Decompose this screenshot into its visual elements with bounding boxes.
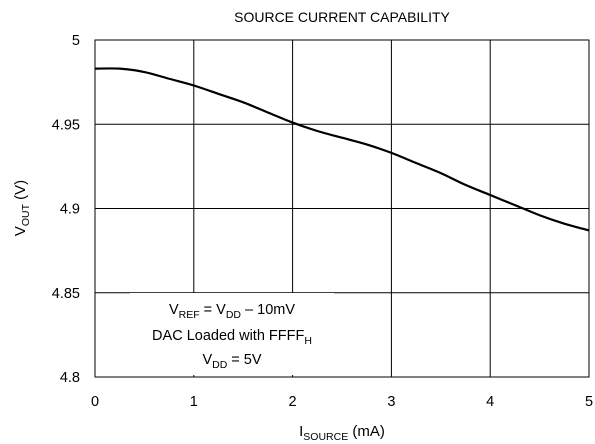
x-axis-label: ISOURCE (mA) xyxy=(299,423,385,443)
x-tick-label: 1 xyxy=(190,394,198,410)
annotation-line: DAC Loaded with FFFFH xyxy=(152,328,312,347)
x-tick-label: 0 xyxy=(91,394,99,410)
annotation-line: VREF = VDD – 10mV xyxy=(169,302,295,321)
y-tick-label: 4.95 xyxy=(52,117,80,133)
series-line xyxy=(94,67,590,232)
y-axis-label-main: V xyxy=(12,226,29,236)
y-axis-label-sub: OUT xyxy=(20,203,32,226)
annotation-background xyxy=(130,293,334,375)
x-axis-label-rest: (mA) xyxy=(348,423,385,440)
x-axis-label-sub: SOURCE xyxy=(303,431,348,443)
y-tick-label: 5 xyxy=(72,33,80,49)
annotation-box: VREF = VDD – 10mV DAC Loaded with FFFFH VD… xyxy=(130,293,334,375)
tick-labels: 0 1 2 3 4 5 4.8 4.85 4.9 4.95 5 xyxy=(52,33,593,410)
x-tick-label: 3 xyxy=(387,394,395,410)
y-tick-label: 4.85 xyxy=(52,286,80,302)
plot-frame xyxy=(94,39,590,378)
y-axis-label: VOUT (V) xyxy=(12,180,32,236)
y-axis-label-rest: (V) xyxy=(12,180,29,204)
x-axis-label-main: I xyxy=(299,423,303,440)
y-tick-label: 4.8 xyxy=(60,370,80,386)
chart-title: SOURCE CURRENT CAPABILITY xyxy=(234,9,450,25)
grid xyxy=(95,40,589,377)
annotation-line: VDD = 5V xyxy=(202,352,261,371)
x-tick-label: 2 xyxy=(289,394,297,410)
x-tick-label: 5 xyxy=(585,394,593,410)
y-tick-label: 4.9 xyxy=(60,202,80,218)
x-tick-label: 4 xyxy=(486,394,494,410)
